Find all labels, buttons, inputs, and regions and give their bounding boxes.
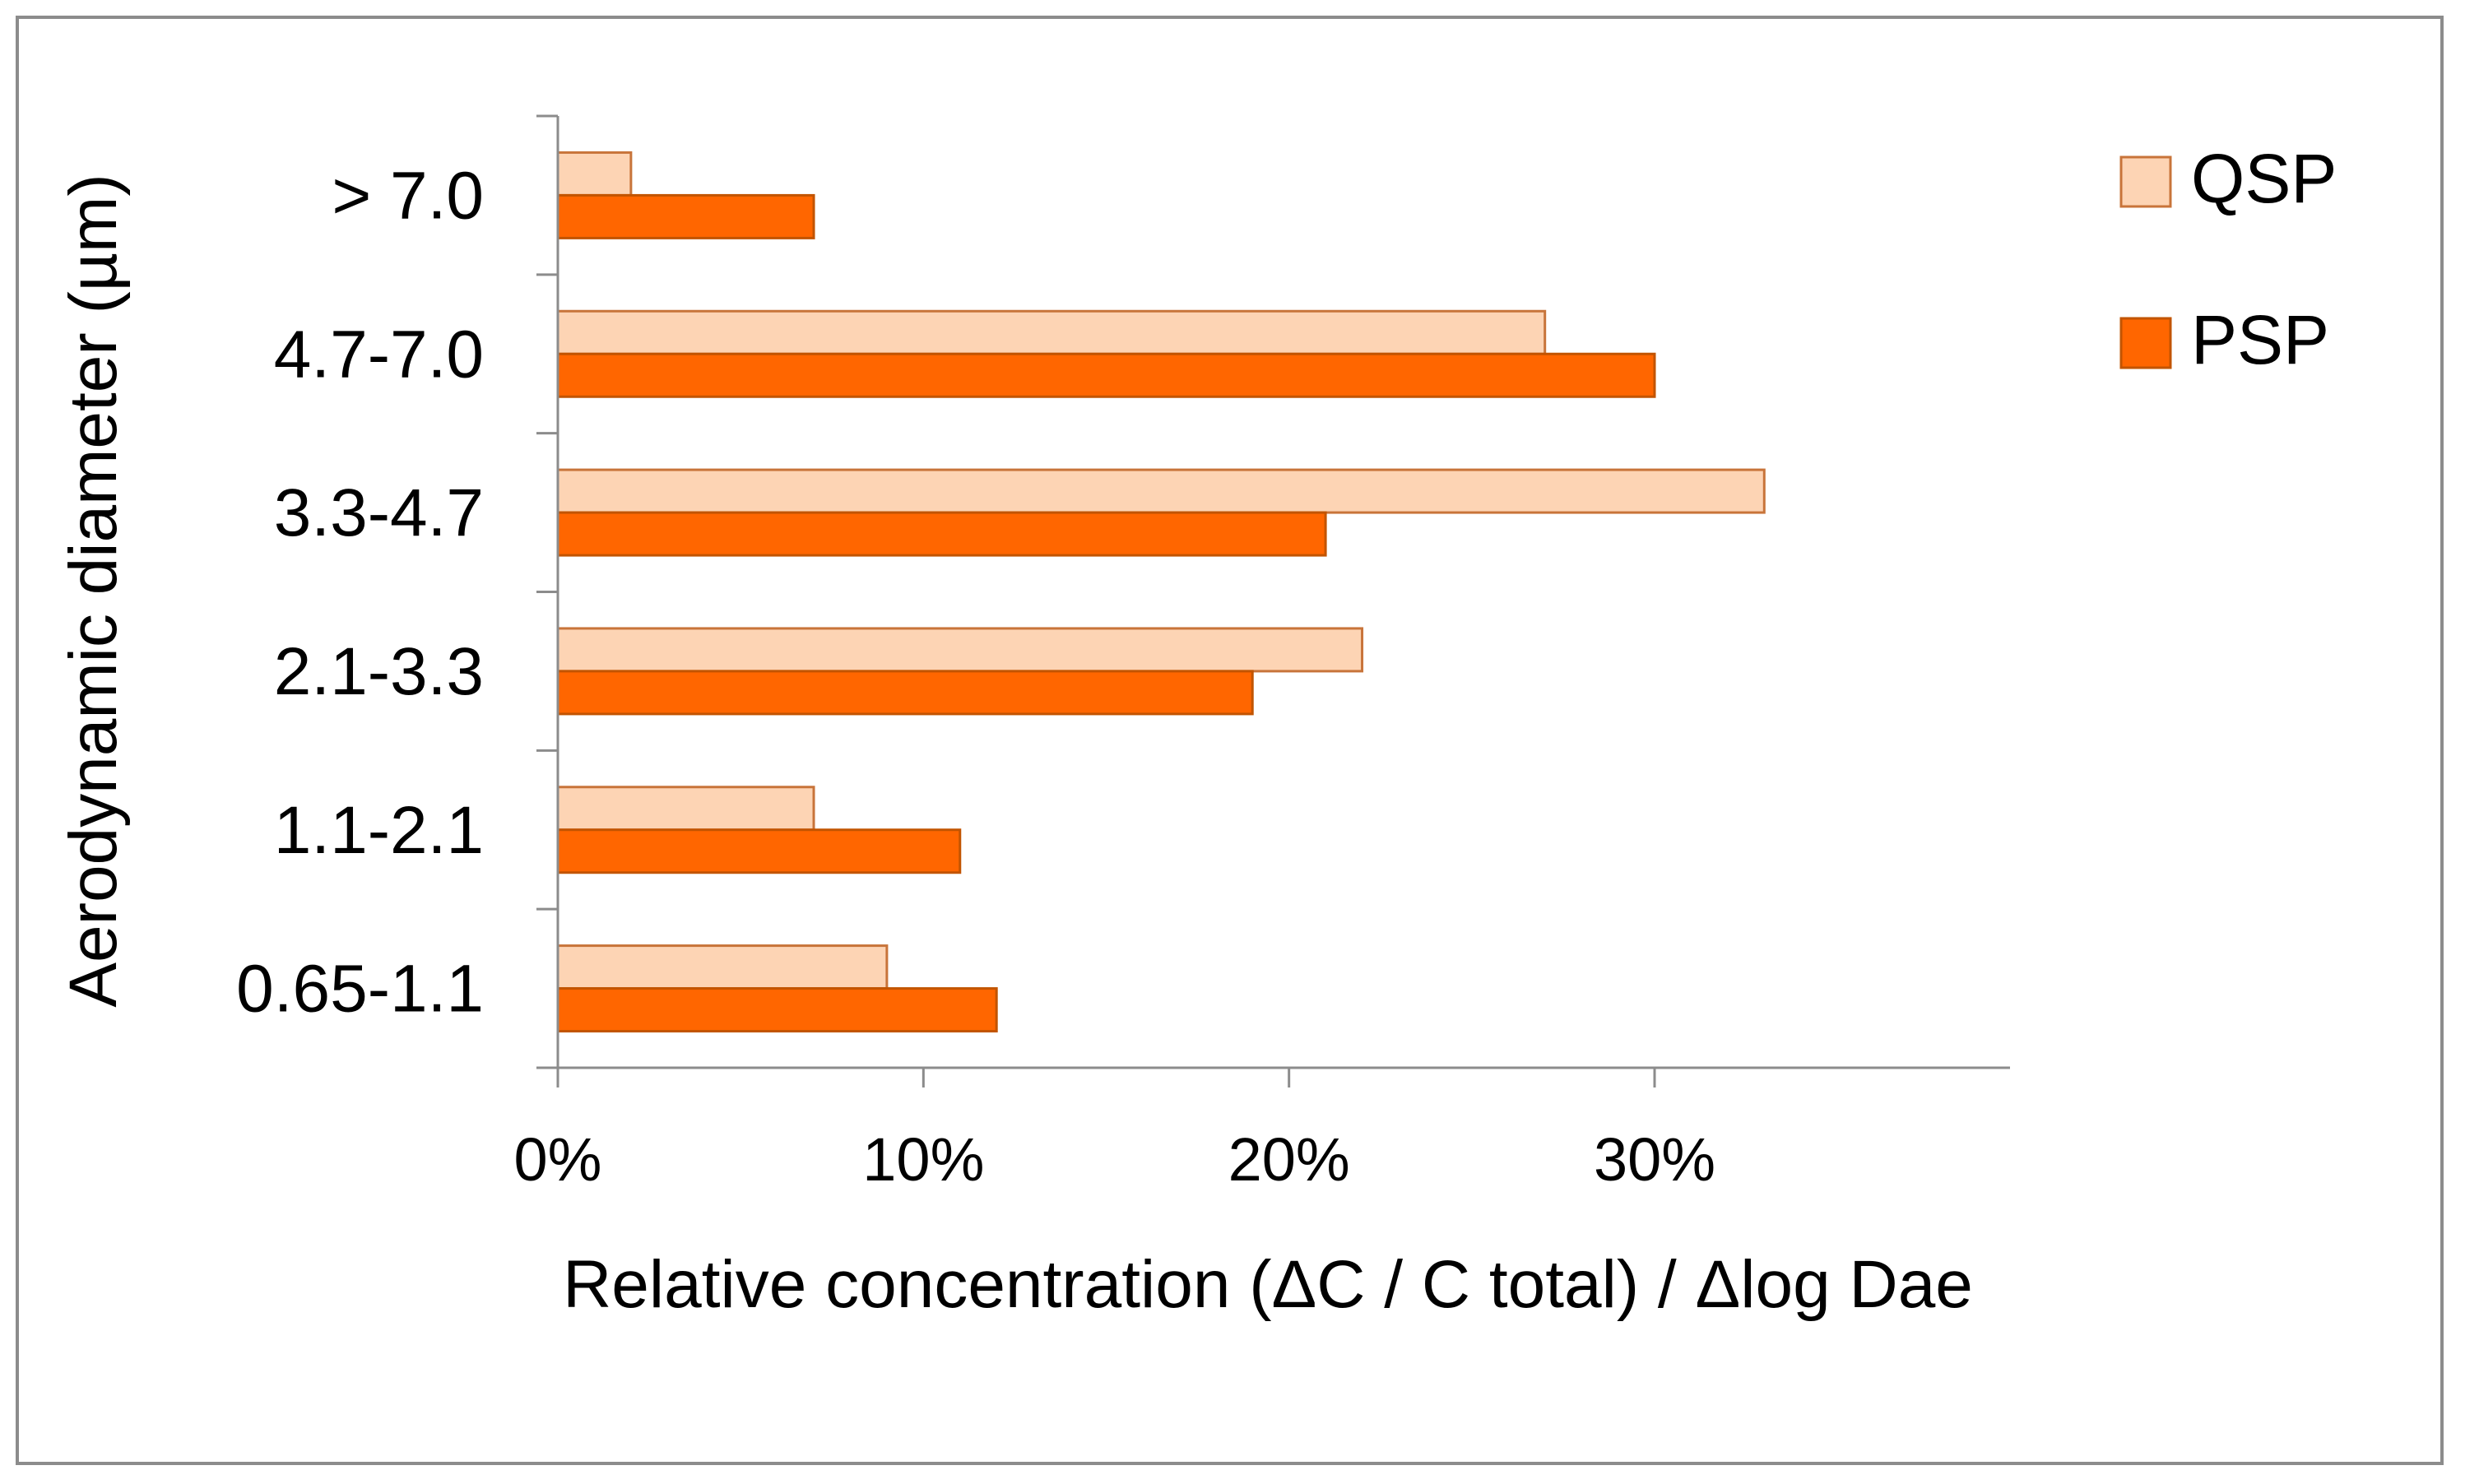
y-tick-label: 3.3-4.7	[274, 475, 484, 550]
y-tick-label: 0.65-1.1	[236, 952, 484, 1027]
bar-psp-1	[556, 828, 962, 874]
y-tick-label: 2.1-3.3	[274, 634, 484, 709]
labels-layer: 0.65-1.1 1.1-2.1 2.1-3.3 3.3-4.7 4.7-7.0 > 7.…	[236, 158, 1715, 1194]
bar-qsp-0	[556, 944, 889, 990]
legend: QSP PSP	[2119, 140, 2337, 378]
bars-layer	[556, 151, 1766, 1033]
bar-qsp-2	[556, 627, 1364, 673]
legend-swatch-psp	[2119, 317, 2172, 369]
legend-label-qsp: QSP	[2191, 140, 2337, 217]
x-tick-label: 20%	[1228, 1125, 1350, 1194]
bar-qsp-5	[556, 151, 633, 197]
legend-label-psp: PSP	[2191, 301, 2329, 378]
axes-layer	[536, 114, 2010, 1087]
bar-qsp-4	[556, 309, 1547, 355]
bar-psp-0	[556, 987, 998, 1033]
chart-frame: 0.65-1.1 1.1-2.1 2.1-3.3 3.3-4.7 4.7-7.0 > 7.…	[16, 16, 2444, 1465]
x-tick-label: 10%	[862, 1125, 984, 1194]
y-axis-title: Aerodynamic diameter (µm)	[56, 174, 131, 1007]
y-tick-label: 4.7-7.0	[274, 317, 484, 392]
bar-chart: 0.65-1.1 1.1-2.1 2.1-3.3 3.3-4.7 4.7-7.0 > 7.…	[56, 114, 2337, 1322]
bar-qsp-3	[556, 468, 1766, 514]
bar-psp-5	[556, 193, 815, 239]
y-tick-label: 1.1-2.1	[274, 793, 484, 868]
bar-psp-2	[556, 670, 1254, 716]
x-tick-label: 0%	[514, 1125, 602, 1194]
legend-swatch-qsp	[2119, 155, 2172, 208]
x-tick-label: 30%	[1594, 1125, 1715, 1194]
bar-qsp-1	[556, 786, 815, 832]
bar-psp-4	[556, 352, 1656, 398]
x-axis-title: Relative concentration (ΔC / C total) / …	[563, 1247, 1973, 1322]
bar-psp-3	[556, 511, 1327, 557]
y-tick-label: > 7.0	[332, 158, 484, 233]
